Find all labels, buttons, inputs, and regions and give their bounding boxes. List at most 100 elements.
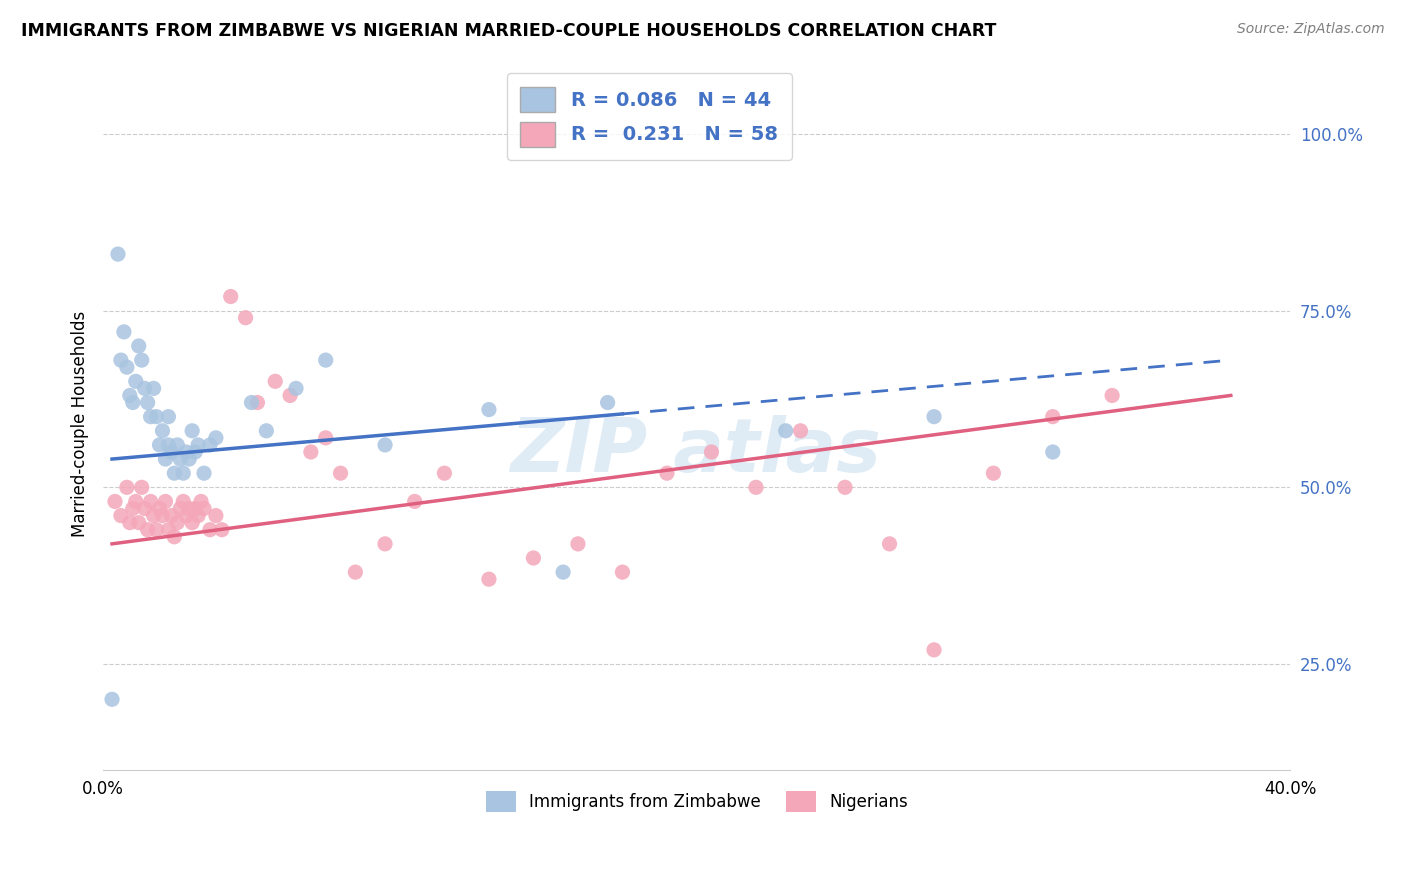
Point — [128, 516, 150, 530]
Point — [834, 480, 856, 494]
Point — [160, 508, 183, 523]
Point — [172, 466, 194, 480]
Point — [745, 480, 768, 494]
Point — [240, 395, 263, 409]
Point — [142, 381, 165, 395]
Point — [139, 494, 162, 508]
Point — [169, 501, 191, 516]
Point — [174, 508, 197, 523]
Point — [193, 501, 215, 516]
Point — [134, 501, 156, 516]
Point — [205, 508, 228, 523]
Point — [155, 452, 177, 467]
Point — [179, 452, 201, 467]
Point — [187, 438, 209, 452]
Point — [299, 445, 322, 459]
Point — [155, 494, 177, 508]
Point — [655, 466, 678, 480]
Point — [478, 402, 501, 417]
Point — [285, 381, 308, 395]
Point — [163, 466, 186, 480]
Point — [166, 516, 188, 530]
Text: IMMIGRANTS FROM ZIMBABWE VS NIGERIAN MARRIED-COUPLE HOUSEHOLDS CORRELATION CHART: IMMIGRANTS FROM ZIMBABWE VS NIGERIAN MAR… — [21, 22, 997, 40]
Point — [125, 494, 148, 508]
Point — [181, 516, 204, 530]
Point — [596, 395, 619, 409]
Point — [433, 466, 456, 480]
Point — [125, 374, 148, 388]
Point — [879, 537, 901, 551]
Point — [136, 395, 159, 409]
Point — [118, 516, 141, 530]
Point — [198, 523, 221, 537]
Point — [118, 388, 141, 402]
Point — [235, 310, 257, 325]
Point — [551, 565, 574, 579]
Point — [612, 565, 634, 579]
Point — [404, 494, 426, 508]
Point — [166, 438, 188, 452]
Point — [922, 643, 945, 657]
Point — [775, 424, 797, 438]
Point — [152, 424, 174, 438]
Point — [522, 551, 544, 566]
Point — [190, 494, 212, 508]
Point — [478, 572, 501, 586]
Point — [115, 480, 138, 494]
Point — [157, 409, 180, 424]
Point — [115, 360, 138, 375]
Point — [184, 501, 207, 516]
Point — [198, 438, 221, 452]
Point — [374, 438, 396, 452]
Text: ZIP atlas: ZIP atlas — [512, 415, 882, 488]
Point — [134, 381, 156, 395]
Point — [110, 508, 132, 523]
Point — [112, 325, 135, 339]
Point — [567, 537, 589, 551]
Point — [179, 501, 201, 516]
Point — [121, 395, 143, 409]
Point — [315, 431, 337, 445]
Point — [148, 438, 170, 452]
Point — [246, 395, 269, 409]
Point — [1042, 409, 1064, 424]
Point — [219, 289, 242, 303]
Point — [136, 523, 159, 537]
Point — [1042, 445, 1064, 459]
Point — [193, 466, 215, 480]
Point — [329, 466, 352, 480]
Text: Source: ZipAtlas.com: Source: ZipAtlas.com — [1237, 22, 1385, 37]
Point — [128, 339, 150, 353]
Point — [172, 494, 194, 508]
Y-axis label: Married-couple Households: Married-couple Households — [72, 310, 89, 537]
Point — [374, 537, 396, 551]
Point — [1101, 388, 1123, 402]
Point — [104, 494, 127, 508]
Point — [107, 247, 129, 261]
Point — [169, 452, 191, 467]
Point — [922, 409, 945, 424]
Point — [163, 530, 186, 544]
Point — [157, 438, 180, 452]
Point — [157, 523, 180, 537]
Point — [205, 431, 228, 445]
Point — [344, 565, 367, 579]
Point — [184, 445, 207, 459]
Point — [110, 353, 132, 368]
Point — [789, 424, 811, 438]
Point — [211, 523, 233, 537]
Point — [160, 445, 183, 459]
Point — [142, 508, 165, 523]
Point — [174, 445, 197, 459]
Point — [983, 466, 1005, 480]
Legend: Immigrants from Zimbabwe, Nigerians: Immigrants from Zimbabwe, Nigerians — [474, 780, 920, 824]
Point — [101, 692, 124, 706]
Point — [145, 409, 167, 424]
Point — [187, 508, 209, 523]
Point — [121, 501, 143, 516]
Point — [278, 388, 301, 402]
Point — [315, 353, 337, 368]
Point — [145, 523, 167, 537]
Point — [254, 424, 277, 438]
Point — [131, 480, 153, 494]
